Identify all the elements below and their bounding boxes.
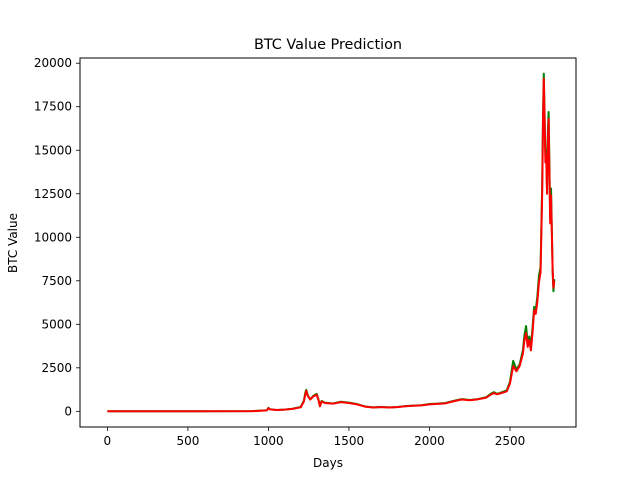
x-axis-label: Days bbox=[313, 456, 343, 470]
x-tick-label: 1500 bbox=[334, 434, 365, 448]
plot-frame bbox=[79, 57, 577, 428]
predicted-series-line bbox=[107, 77, 556, 413]
y-tick-label: 17500 bbox=[34, 100, 72, 114]
y-tick-label: 7500 bbox=[41, 274, 72, 288]
y-tick-label: 12500 bbox=[34, 187, 72, 201]
y-tick-label: 15000 bbox=[34, 143, 72, 157]
y-axis: 0 2500 5000 7500 10000 12500 15000 17500 20000 bbox=[34, 56, 80, 418]
x-tick-label: 1000 bbox=[253, 434, 284, 448]
x-tick-label: 500 bbox=[176, 434, 199, 448]
y-tick-label: 5000 bbox=[41, 317, 72, 331]
y-tick-label: 0 bbox=[64, 404, 72, 418]
y-tick-label: 20000 bbox=[34, 56, 72, 70]
x-tick-label: 2000 bbox=[414, 434, 445, 448]
x-axis: 0 500 1000 1500 2000 2500 bbox=[104, 427, 526, 448]
y-tick-label: 10000 bbox=[34, 230, 72, 244]
y-axis-label: BTC Value bbox=[6, 213, 20, 273]
x-tick-label: 0 bbox=[104, 434, 112, 448]
y-tick-label: 2500 bbox=[41, 361, 72, 375]
plot-area bbox=[107, 72, 556, 413]
x-tick-label: 2500 bbox=[495, 434, 526, 448]
chart-title: BTC Value Prediction bbox=[254, 37, 402, 53]
